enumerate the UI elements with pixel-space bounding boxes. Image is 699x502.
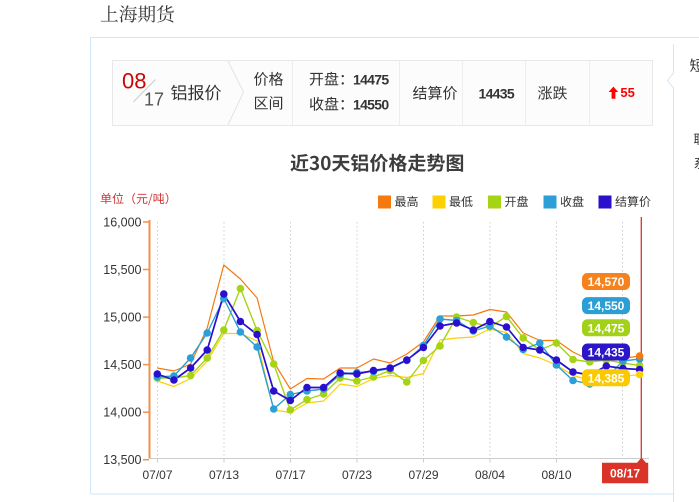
svg-text:07/29: 07/29 bbox=[408, 468, 438, 482]
svg-text:14550: 14550 bbox=[353, 97, 389, 113]
svg-text:55: 55 bbox=[620, 85, 634, 100]
svg-text:15,000: 15,000 bbox=[103, 311, 141, 325]
svg-text:14,435: 14,435 bbox=[588, 346, 625, 360]
svg-text:07/23: 07/23 bbox=[342, 468, 372, 482]
svg-text:14,550: 14,550 bbox=[588, 299, 625, 313]
svg-text:14,500: 14,500 bbox=[103, 358, 141, 372]
svg-text:08/17: 08/17 bbox=[610, 467, 640, 481]
svg-text:15,500: 15,500 bbox=[103, 263, 141, 277]
svg-text:07/13: 07/13 bbox=[209, 468, 239, 482]
svg-text:14,475: 14,475 bbox=[588, 321, 625, 335]
svg-text:08/10: 08/10 bbox=[541, 468, 571, 482]
svg-text:14,000: 14,000 bbox=[103, 406, 141, 420]
svg-text:07/07: 07/07 bbox=[142, 468, 172, 482]
svg-text:17: 17 bbox=[144, 90, 164, 110]
svg-text:14435: 14435 bbox=[479, 86, 515, 102]
svg-text:14,385: 14,385 bbox=[588, 371, 625, 385]
svg-text:14475: 14475 bbox=[353, 72, 389, 88]
svg-text:13,500: 13,500 bbox=[103, 453, 141, 467]
svg-text:16,000: 16,000 bbox=[103, 216, 141, 230]
svg-text:08/04: 08/04 bbox=[475, 468, 505, 482]
svg-text:08: 08 bbox=[122, 68, 146, 93]
svg-text:07/17: 07/17 bbox=[275, 468, 305, 482]
svg-text:14,570: 14,570 bbox=[588, 275, 625, 289]
